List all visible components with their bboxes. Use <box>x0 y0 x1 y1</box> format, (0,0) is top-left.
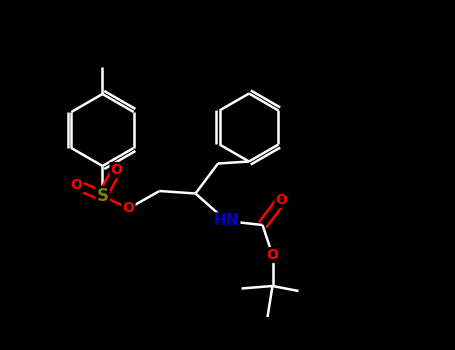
Text: O: O <box>122 202 134 216</box>
Text: O: O <box>276 193 288 207</box>
Text: O: O <box>71 178 82 192</box>
Text: S: S <box>96 187 108 205</box>
Text: HN: HN <box>214 214 239 229</box>
Text: O: O <box>267 248 278 262</box>
Text: O: O <box>111 163 122 177</box>
